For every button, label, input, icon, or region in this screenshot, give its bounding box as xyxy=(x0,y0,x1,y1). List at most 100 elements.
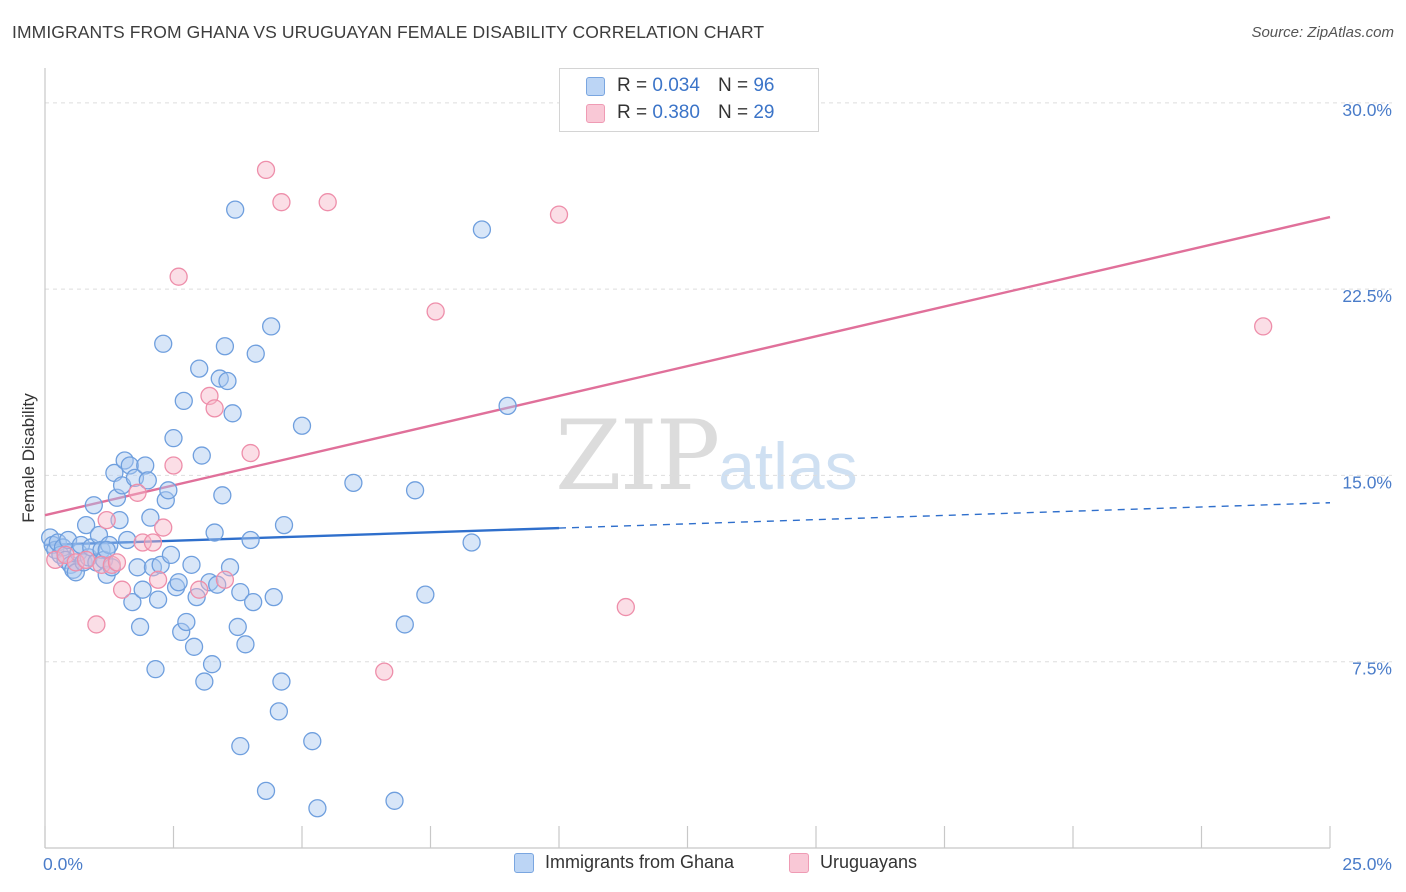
point-ghana xyxy=(223,404,242,423)
y-tick-label: 30.0% xyxy=(1342,100,1392,120)
point-uruguayans xyxy=(169,267,188,286)
point-ghana xyxy=(308,799,327,818)
point-ghana xyxy=(141,508,160,527)
point-ghana xyxy=(264,587,283,607)
watermark-zip: ZIP xyxy=(555,400,720,512)
point-ghana xyxy=(472,220,492,239)
point-uruguayans xyxy=(46,550,65,570)
point-ghana xyxy=(128,558,147,577)
point-ghana xyxy=(218,371,237,391)
point-ghana xyxy=(344,473,363,493)
trend-line-ghana-extrapolated xyxy=(558,502,1331,529)
point-ghana xyxy=(215,337,235,356)
point-ghana xyxy=(161,545,181,565)
point-ghana xyxy=(256,781,276,801)
point-ghana xyxy=(148,590,168,609)
point-ghana xyxy=(174,391,193,411)
watermark: ZIPatlas xyxy=(555,400,858,512)
point-uruguayans xyxy=(1254,317,1273,336)
series-swatch-blue xyxy=(514,852,534,873)
point-ghana xyxy=(405,481,425,500)
point-uruguayans xyxy=(143,533,163,552)
legend-n-value: 96 xyxy=(753,75,775,96)
point-uruguayans xyxy=(375,662,394,681)
point-uruguayans xyxy=(112,580,132,599)
point-ghana xyxy=(138,471,157,490)
legend-n-value: 29 xyxy=(753,102,775,123)
point-uruguayans xyxy=(190,580,209,599)
point-uruguayans xyxy=(92,555,111,574)
point-ghana xyxy=(262,317,281,336)
point-ghana xyxy=(118,530,137,550)
point-ghana xyxy=(66,563,85,582)
point-uruguayans xyxy=(215,570,235,589)
point-ghana xyxy=(272,672,291,691)
tick-labels: 7.5% 15.0% 22.5% 30.0% 0.0% 25.0% Female Disab… xyxy=(19,100,1392,874)
point-ghana xyxy=(166,578,186,597)
source-label: Source: ZipAtlas.com xyxy=(1251,24,1394,41)
point-ghana xyxy=(159,481,178,500)
legend-n-label: N = xyxy=(717,75,749,96)
point-ghana xyxy=(177,612,196,632)
point-ghana xyxy=(110,510,129,530)
point-ghana xyxy=(244,592,263,612)
grid-lines xyxy=(45,102,1392,663)
point-ghana xyxy=(202,655,222,674)
point-ghana xyxy=(130,617,150,637)
point-uruguayans xyxy=(133,533,152,552)
trend-line-uruguayans xyxy=(44,215,1331,517)
series-legend-ghana[interactable]: Immigrants from Ghana xyxy=(514,852,734,873)
point-ghana xyxy=(115,451,134,470)
point-ghana xyxy=(182,555,201,574)
legend-n-label: N = xyxy=(717,102,749,123)
point-uruguayans xyxy=(154,518,173,537)
point-uruguayans xyxy=(616,597,635,617)
legend-swatch-blue xyxy=(586,76,605,96)
point-ghana xyxy=(205,523,224,542)
point-ghana xyxy=(76,515,96,535)
point-uruguayans xyxy=(107,553,127,572)
point-ghana xyxy=(228,617,247,637)
legend-r-value: 0.380 xyxy=(652,102,700,123)
y-tick-label: 22.5% xyxy=(1342,286,1392,306)
point-uruguayans xyxy=(256,160,276,180)
point-ghana xyxy=(184,637,204,656)
data-points xyxy=(40,160,1273,818)
point-ghana xyxy=(190,359,209,378)
correlation-legend: R = 0.034 N = 96 R = 0.380 N = 29 xyxy=(559,68,819,132)
point-uruguayans xyxy=(164,456,183,475)
series-legend-uruguayans[interactable]: Uruguayans xyxy=(789,852,917,873)
legend-swatch-pink xyxy=(586,103,605,123)
point-ghana xyxy=(146,660,165,679)
point-ghana xyxy=(246,344,265,363)
y-tick-label: 15.0% xyxy=(1342,472,1392,492)
point-ghana xyxy=(498,396,517,416)
point-ghana xyxy=(395,615,414,634)
trend-line-ghana xyxy=(44,526,560,547)
point-uruguayans xyxy=(272,193,291,212)
point-uruguayans xyxy=(87,615,106,634)
watermark-atlas: atlas xyxy=(718,429,858,503)
series-label-ghana: Immigrants from Ghana xyxy=(545,852,735,872)
point-uruguayans xyxy=(318,193,337,212)
point-ghana xyxy=(241,530,260,550)
series-legend: Immigrants from Ghana Uruguayans xyxy=(0,852,1406,878)
point-ghana xyxy=(385,791,404,810)
point-ghana xyxy=(195,672,214,691)
trend-lines xyxy=(44,215,1331,547)
legend-r-value: 0.034 xyxy=(652,75,700,96)
point-ghana xyxy=(226,200,245,219)
series-swatch-pink xyxy=(789,852,809,873)
point-uruguayans xyxy=(241,443,260,463)
point-ghana xyxy=(231,737,250,756)
point-uruguayans xyxy=(97,510,116,530)
point-ghana xyxy=(74,553,93,572)
x-tick-label-min: 0.0% xyxy=(43,854,83,874)
point-uruguayans xyxy=(148,570,168,589)
point-ghana xyxy=(269,702,289,721)
point-ghana xyxy=(213,486,232,505)
point-uruguayans xyxy=(549,205,569,224)
legend-r-label: R = xyxy=(617,75,648,96)
x-tick-label-max: 25.0% xyxy=(1342,854,1392,874)
